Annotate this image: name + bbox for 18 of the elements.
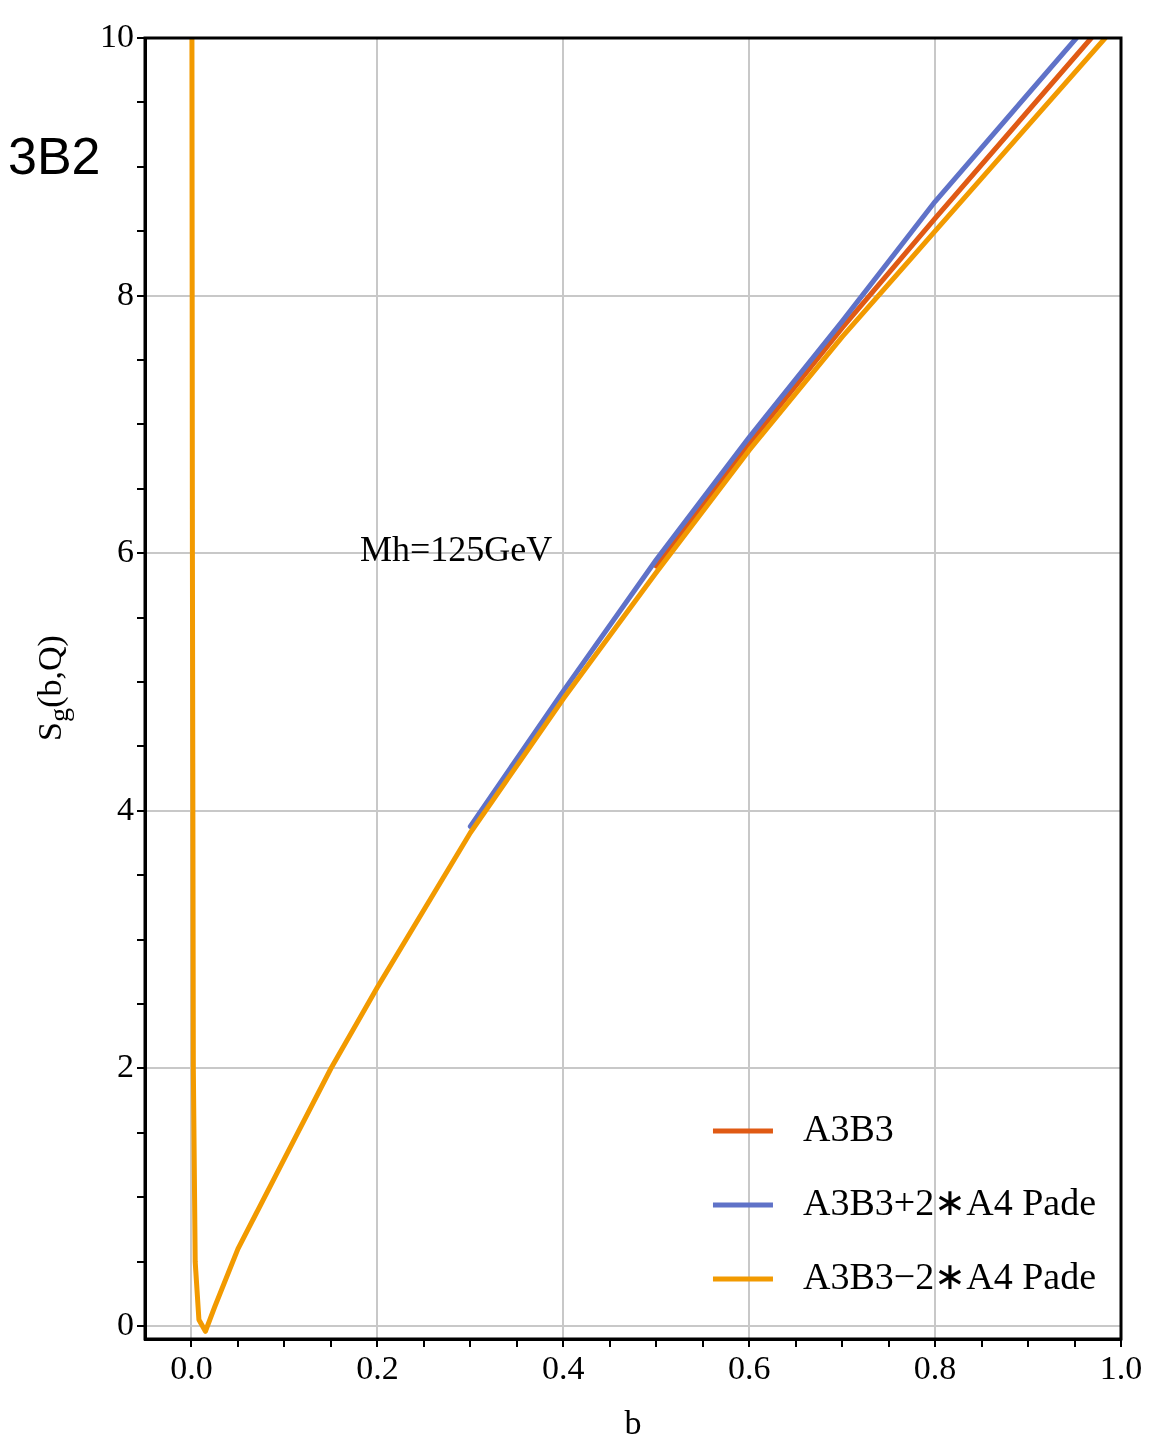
legend-label: A3B3+2∗A4 Pade [802,1180,1096,1223]
x-tick-label: 0.0 [170,1349,213,1387]
x-tick-label: 0.4 [542,1349,585,1387]
legend-label: A3B3−2∗A4 Pade [802,1254,1096,1297]
x-tick-label: 1.0 [1099,1349,1143,1387]
y-tick-label: 0 [117,1305,134,1343]
text: 3B2 [8,126,101,186]
y-tick-label: 8 [117,274,134,312]
y-tick-label: 2 [117,1047,134,1085]
y-tick-label: 6 [117,532,134,570]
x-tick-label: 0.6 [727,1349,771,1387]
x-axis-title: b [624,1403,642,1437]
x-tick-label: 0.2 [356,1349,399,1387]
x-tick-label: 0.8 [913,1349,957,1387]
y-tick-label: 10 [100,16,134,54]
annotation: Mh=125GeV [360,528,553,570]
legend-label: A3B3 [802,1106,894,1149]
y-tick-label: 4 [117,789,134,827]
